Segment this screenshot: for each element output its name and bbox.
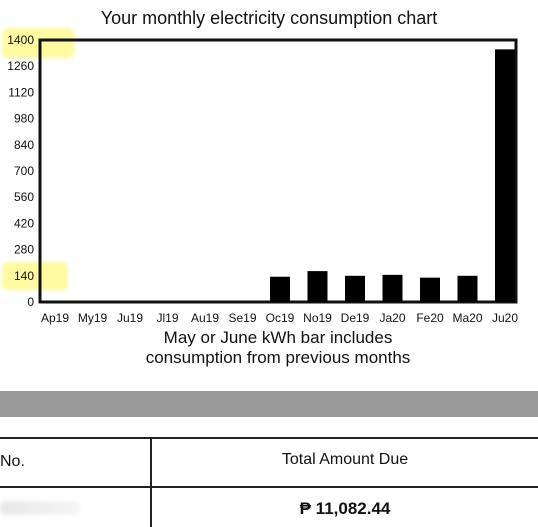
highlight-low-tick: [2, 262, 68, 290]
chart-caption-line1: May or June kWh bar includes: [163, 328, 393, 347]
x-tick-label: Se19: [228, 311, 256, 325]
x-tick-label: Ma20: [452, 311, 482, 325]
table-column-divider: [150, 439, 152, 527]
table-header-account-no: No.: [0, 453, 25, 470]
y-tick-label: 1120: [8, 85, 34, 99]
y-tick-label: 1400: [7, 33, 34, 47]
x-tick-label: Ju20: [492, 311, 518, 325]
chart-title: Your monthly electricity consumption cha…: [100, 8, 438, 28]
bar-Fe20: [420, 277, 440, 302]
bars: [270, 49, 515, 302]
x-tick-label: Ap19: [41, 311, 69, 325]
x-tick-label: Oc19: [266, 311, 295, 325]
bar-Ma20: [457, 275, 478, 302]
x-axis: Ap19 My19 Ju19 Jl19 Au19 Se19 Oc19 No19 De19 Ja20…: [41, 311, 518, 325]
y-tick-label: 1260: [7, 59, 34, 73]
x-tick-label: Au19: [191, 311, 219, 325]
y-tick-label: 280: [14, 243, 34, 257]
x-tick-label: No19: [303, 311, 332, 325]
x-tick-label: My19: [78, 311, 108, 325]
chart-caption-line2: consumption from previous months: [145, 348, 411, 367]
bar-De19: [345, 275, 365, 302]
amount-table: No. Total Amount Due ₱ 11,082.44: [0, 437, 538, 527]
y-tick-label: 420: [14, 216, 34, 230]
section-band: [0, 391, 538, 417]
x-tick-label: De19: [341, 311, 370, 325]
table-header-total-amount-due: Total Amount Due: [281, 451, 409, 468]
bar-Oc19: [270, 276, 290, 302]
bar-Ja20: [382, 274, 403, 302]
plot-frame: [38, 38, 518, 304]
y-axis: 0 140 280 420 560 700 840 980 1120 1260 1400: [7, 33, 34, 309]
total-amount-due-value: ₱ 11,082.44: [299, 499, 391, 518]
highlight-top-tick: [2, 28, 74, 58]
bar-Ju20: [495, 49, 515, 302]
y-tick-label: 700: [14, 164, 34, 178]
bar-No19: [307, 271, 328, 302]
redacted-account-number: [0, 501, 80, 515]
x-tick-label: Ju19: [117, 311, 143, 325]
y-tick-label: 140: [14, 269, 34, 283]
consumption-bar-chart: 0 140 280 420 560 700 840 980 1120 1260 1400 Ap19 M…: [7, 33, 518, 325]
y-tick-label: 560: [14, 190, 34, 204]
y-tick-label: 0: [27, 295, 34, 309]
table-row-divider: [0, 486, 538, 488]
y-tick-label: 980: [14, 112, 34, 126]
y-tick-label: 840: [14, 138, 34, 152]
x-tick-label: Ja20: [379, 311, 405, 325]
x-tick-label: Jl19: [156, 311, 178, 325]
x-tick-label: Fe20: [416, 311, 444, 325]
